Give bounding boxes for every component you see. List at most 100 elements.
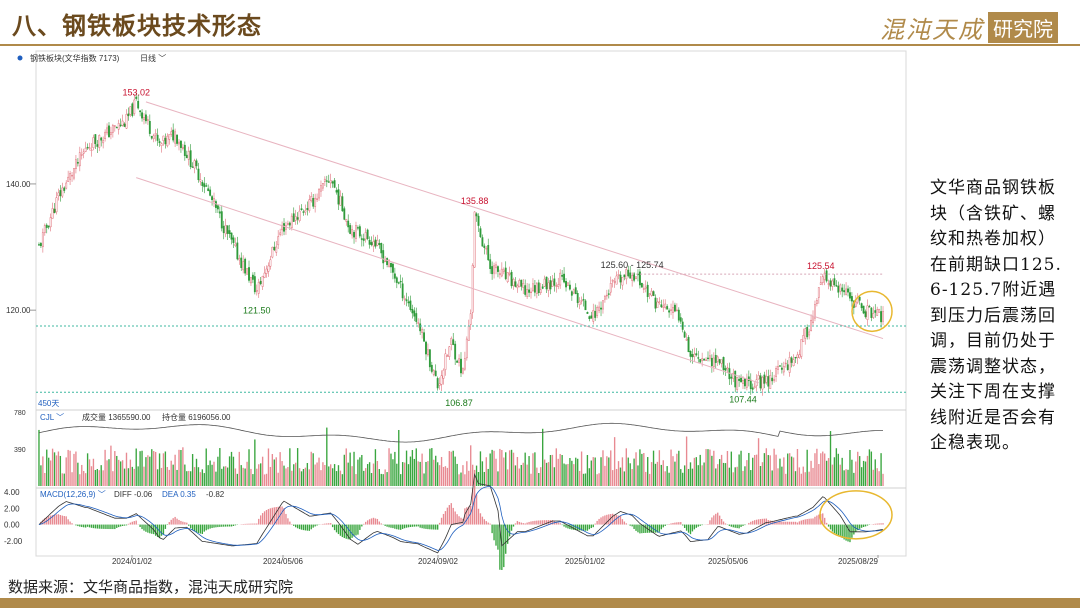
volume-bar bbox=[824, 453, 826, 486]
macd-bar bbox=[69, 521, 71, 525]
macd-bar bbox=[162, 524, 165, 535]
macd-bar bbox=[810, 518, 812, 525]
macd-bar bbox=[658, 524, 661, 532]
macd-bar bbox=[802, 519, 804, 525]
price-annotation: 106.87 bbox=[445, 398, 473, 408]
candle bbox=[664, 303, 667, 308]
macd-bar bbox=[285, 513, 287, 525]
macd-bar bbox=[223, 524, 225, 527]
macd-bar bbox=[769, 520, 771, 525]
candle bbox=[411, 308, 414, 314]
candle bbox=[267, 265, 270, 272]
macd-circle bbox=[819, 490, 893, 540]
candle bbox=[677, 309, 680, 321]
candle bbox=[526, 289, 529, 297]
volume-bar bbox=[337, 465, 340, 486]
volume-bar bbox=[403, 462, 406, 486]
macd-bar bbox=[98, 524, 100, 529]
volume-bar bbox=[695, 457, 698, 486]
candle bbox=[203, 183, 206, 188]
candle bbox=[51, 208, 54, 219]
volume-bar bbox=[324, 464, 326, 486]
candle bbox=[92, 137, 95, 148]
candle bbox=[395, 277, 398, 283]
volume-bar bbox=[236, 473, 239, 486]
macd-bar bbox=[405, 524, 408, 528]
volume-bar bbox=[715, 468, 717, 486]
volume-bar bbox=[209, 460, 211, 486]
macd-bar bbox=[386, 524, 388, 527]
candle bbox=[57, 192, 60, 197]
data-source: 数据来源：文华商品指数，混沌天成研究院 bbox=[8, 578, 294, 596]
macd-bar bbox=[806, 519, 808, 525]
trend-line bbox=[136, 177, 759, 384]
volume-bar bbox=[468, 470, 470, 486]
candle bbox=[382, 250, 385, 264]
macd-bar bbox=[674, 522, 676, 525]
macd-bar bbox=[394, 524, 396, 529]
candle bbox=[273, 246, 276, 251]
macd-bar bbox=[864, 524, 867, 527]
candle bbox=[765, 375, 768, 383]
candle bbox=[726, 367, 729, 370]
macd-tick-label: 4.00 bbox=[4, 488, 20, 497]
volume-bar bbox=[42, 456, 44, 486]
macd-bar bbox=[400, 524, 402, 530]
macd-bar bbox=[335, 524, 338, 533]
volume-bar bbox=[518, 468, 521, 486]
candle bbox=[744, 378, 746, 387]
brand-box-text: 研究院 bbox=[988, 12, 1058, 43]
macd-bar bbox=[641, 524, 643, 534]
macd-bar bbox=[125, 524, 128, 526]
macd-bar bbox=[67, 519, 69, 525]
candle bbox=[475, 213, 478, 217]
volume-bar bbox=[263, 474, 266, 486]
volume-bar bbox=[534, 452, 536, 486]
volume-bar bbox=[577, 458, 579, 486]
candle bbox=[602, 300, 604, 310]
macd-bar bbox=[505, 524, 507, 554]
volume-bar bbox=[868, 449, 871, 486]
candle bbox=[450, 337, 453, 345]
volume-bar bbox=[876, 468, 878, 486]
volume-bar bbox=[680, 469, 682, 486]
legend-name: 钢铁板块(文华指数 7173) bbox=[30, 53, 120, 63]
brand-main-text: 混沌天成 bbox=[880, 16, 984, 44]
macd-bar bbox=[121, 524, 124, 526]
candle bbox=[498, 273, 501, 275]
macd-bar bbox=[197, 524, 200, 534]
volume-bar bbox=[38, 429, 40, 486]
macd-bar bbox=[75, 524, 77, 526]
candle bbox=[234, 243, 237, 246]
macd-bar bbox=[438, 522, 441, 525]
volume-bar bbox=[312, 453, 314, 486]
macd-bar bbox=[456, 514, 458, 525]
macd-bar bbox=[707, 524, 709, 525]
macd-bar bbox=[648, 524, 651, 533]
macd-bar bbox=[145, 524, 147, 532]
candle bbox=[821, 276, 824, 283]
macd-bar bbox=[612, 513, 614, 525]
macd-bar bbox=[843, 524, 845, 540]
volume-bar bbox=[131, 466, 134, 486]
candle bbox=[393, 273, 396, 279]
macd-bar bbox=[151, 524, 153, 534]
macd-bar bbox=[388, 524, 390, 528]
candle bbox=[849, 292, 851, 299]
volume-bar bbox=[540, 467, 542, 486]
macd-bar bbox=[246, 523, 248, 525]
volume-bar bbox=[123, 468, 126, 486]
candle bbox=[646, 284, 649, 297]
candle bbox=[514, 281, 517, 287]
volume-bar bbox=[732, 472, 734, 486]
candle bbox=[738, 378, 741, 381]
volume-bar bbox=[203, 473, 205, 486]
volume-bar bbox=[860, 467, 863, 486]
volume-bar bbox=[538, 473, 540, 486]
volume-bar bbox=[878, 471, 880, 486]
candle bbox=[176, 134, 178, 144]
candle bbox=[137, 100, 140, 109]
candle bbox=[191, 166, 194, 168]
volume-bar bbox=[314, 464, 316, 486]
candle bbox=[788, 357, 791, 373]
